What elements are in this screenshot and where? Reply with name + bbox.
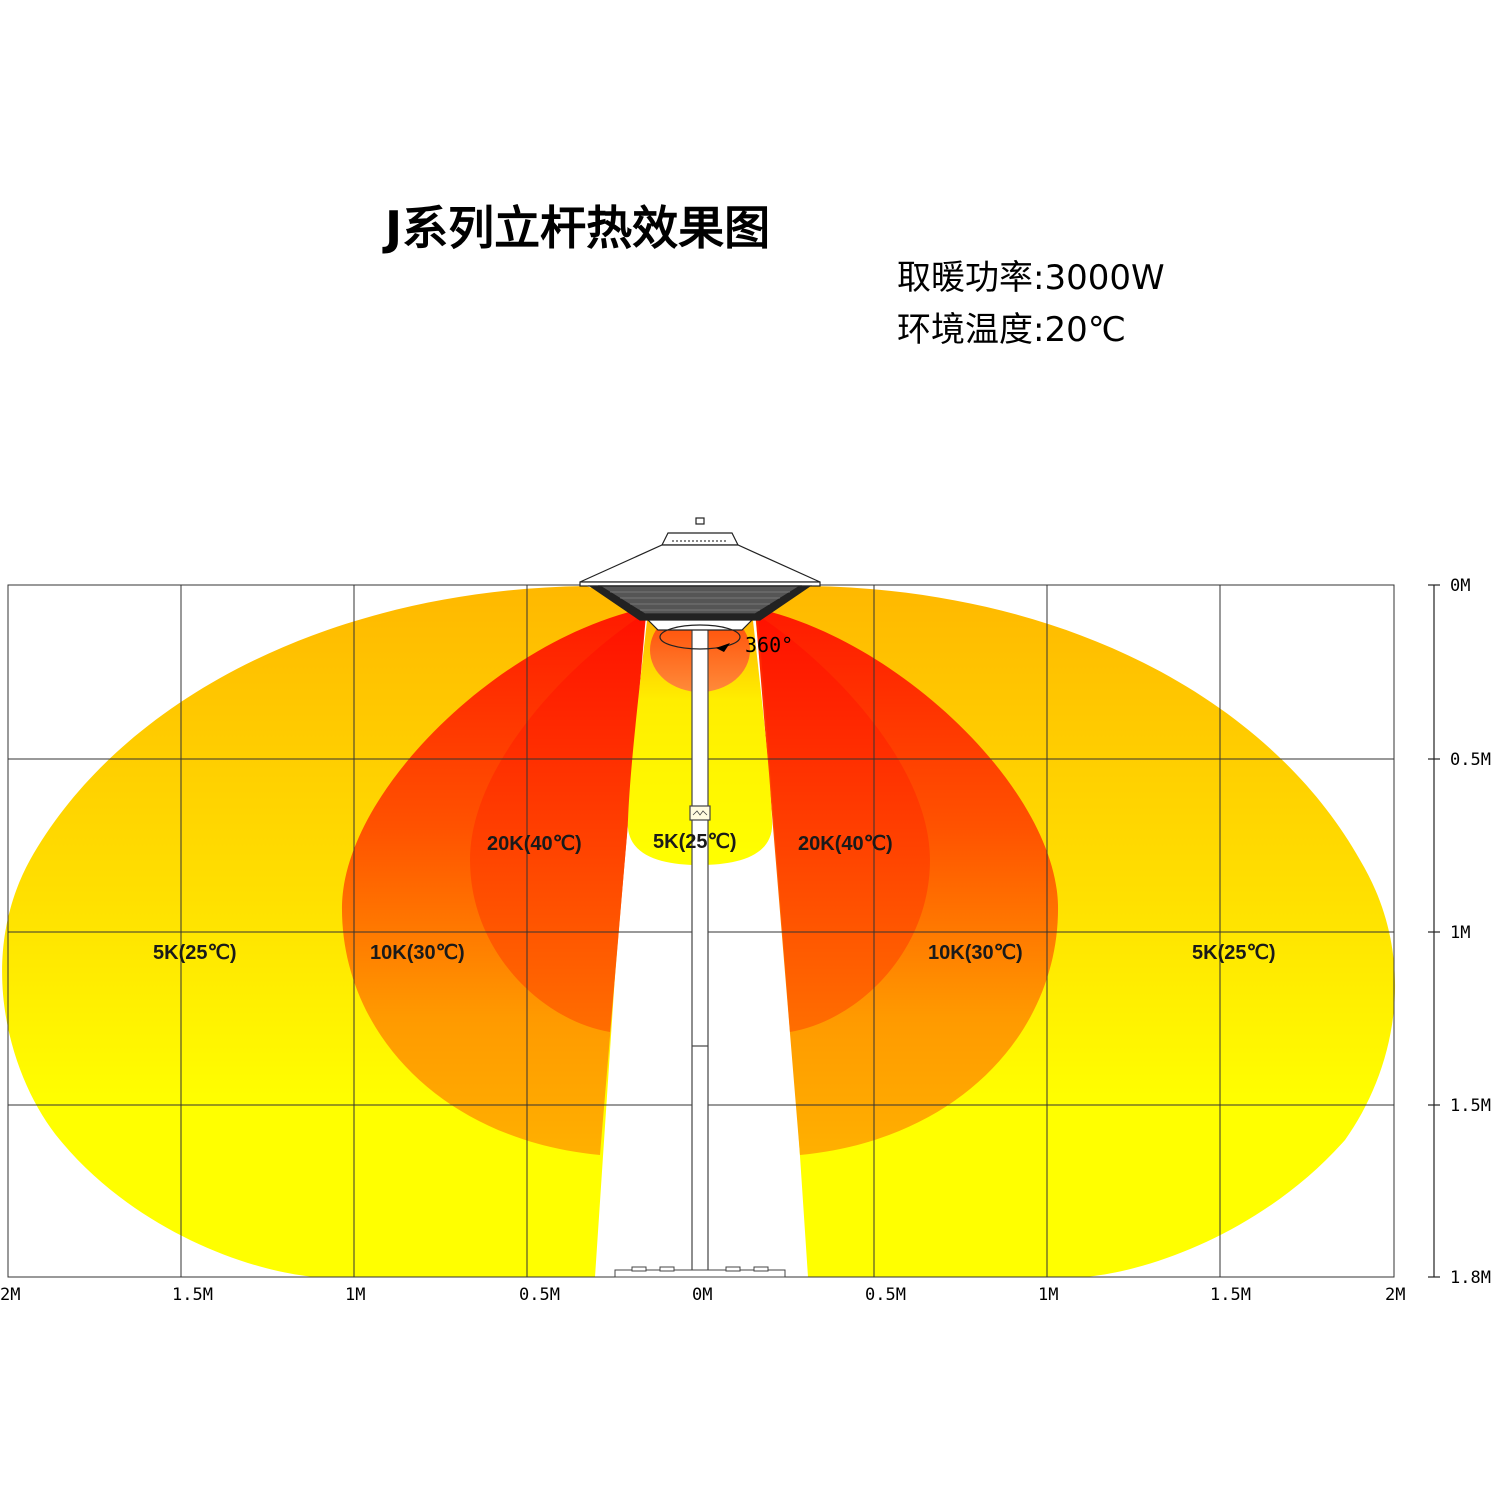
rotation-arrow-icon: [716, 643, 730, 652]
zone-label-inner-left: 20K(40℃): [487, 833, 582, 855]
y-axis: 0M 0.5M 1M 1.5M 1.8M: [1428, 576, 1491, 1288]
y-tick-label: 0M: [1450, 576, 1470, 596]
x-tick-label: 1.5M: [172, 1285, 213, 1305]
zone-label-outer-right: 5K(25℃): [1192, 942, 1276, 964]
zone-label-center: 5K(25℃): [653, 831, 737, 853]
heater-pole: [689, 627, 711, 1275]
x-tick-label: 0.5M: [519, 1285, 560, 1305]
x-axis: 2M 1.5M 1M 0.5M 0M 0.5M 1M 1.5M 2M: [0, 1285, 1405, 1305]
inner-heat-zone: [470, 615, 930, 1032]
x-tick-label: 1M: [1038, 1285, 1058, 1305]
heater-base: [614, 1266, 786, 1278]
x-tick-label: 0M: [692, 1285, 712, 1305]
rotation-label: 360°: [745, 633, 793, 657]
power-spec: 取暖功率:3000W: [897, 258, 1165, 298]
y-tick-label: 1.8M: [1450, 1268, 1491, 1288]
heater-grille: [610, 591, 790, 611]
x-tick-label: 2M: [0, 1285, 20, 1305]
temperature-value: 20℃: [1044, 310, 1126, 350]
rotation-indicator: [659, 624, 741, 650]
temperature-spec: 环境温度:20℃: [897, 310, 1126, 350]
zone-label-outer-left: 5K(25℃): [153, 942, 237, 964]
x-tick-label: 2M: [1385, 1285, 1405, 1305]
x-tick-label: 0.5M: [865, 1285, 906, 1305]
temperature-label: 环境温度: [897, 310, 1033, 350]
y-tick-label: 0.5M: [1450, 750, 1491, 770]
x-tick-label: 1.5M: [1210, 1285, 1251, 1305]
zone-label-middle-left: 10K(30℃): [370, 942, 465, 964]
diagram-title: J系列立杆热效果图: [385, 201, 771, 255]
zone-label-inner-right: 20K(40℃): [798, 833, 893, 855]
y-tick-label: 1.5M: [1450, 1096, 1491, 1116]
power-value: 3000W: [1044, 258, 1165, 298]
zone-label-middle-right: 10K(30℃): [928, 942, 1023, 964]
power-label: 取暖功率: [897, 258, 1033, 298]
heater-head: [579, 517, 821, 631]
y-tick-label: 1M: [1450, 923, 1470, 943]
x-tick-label: 1M: [345, 1285, 365, 1305]
